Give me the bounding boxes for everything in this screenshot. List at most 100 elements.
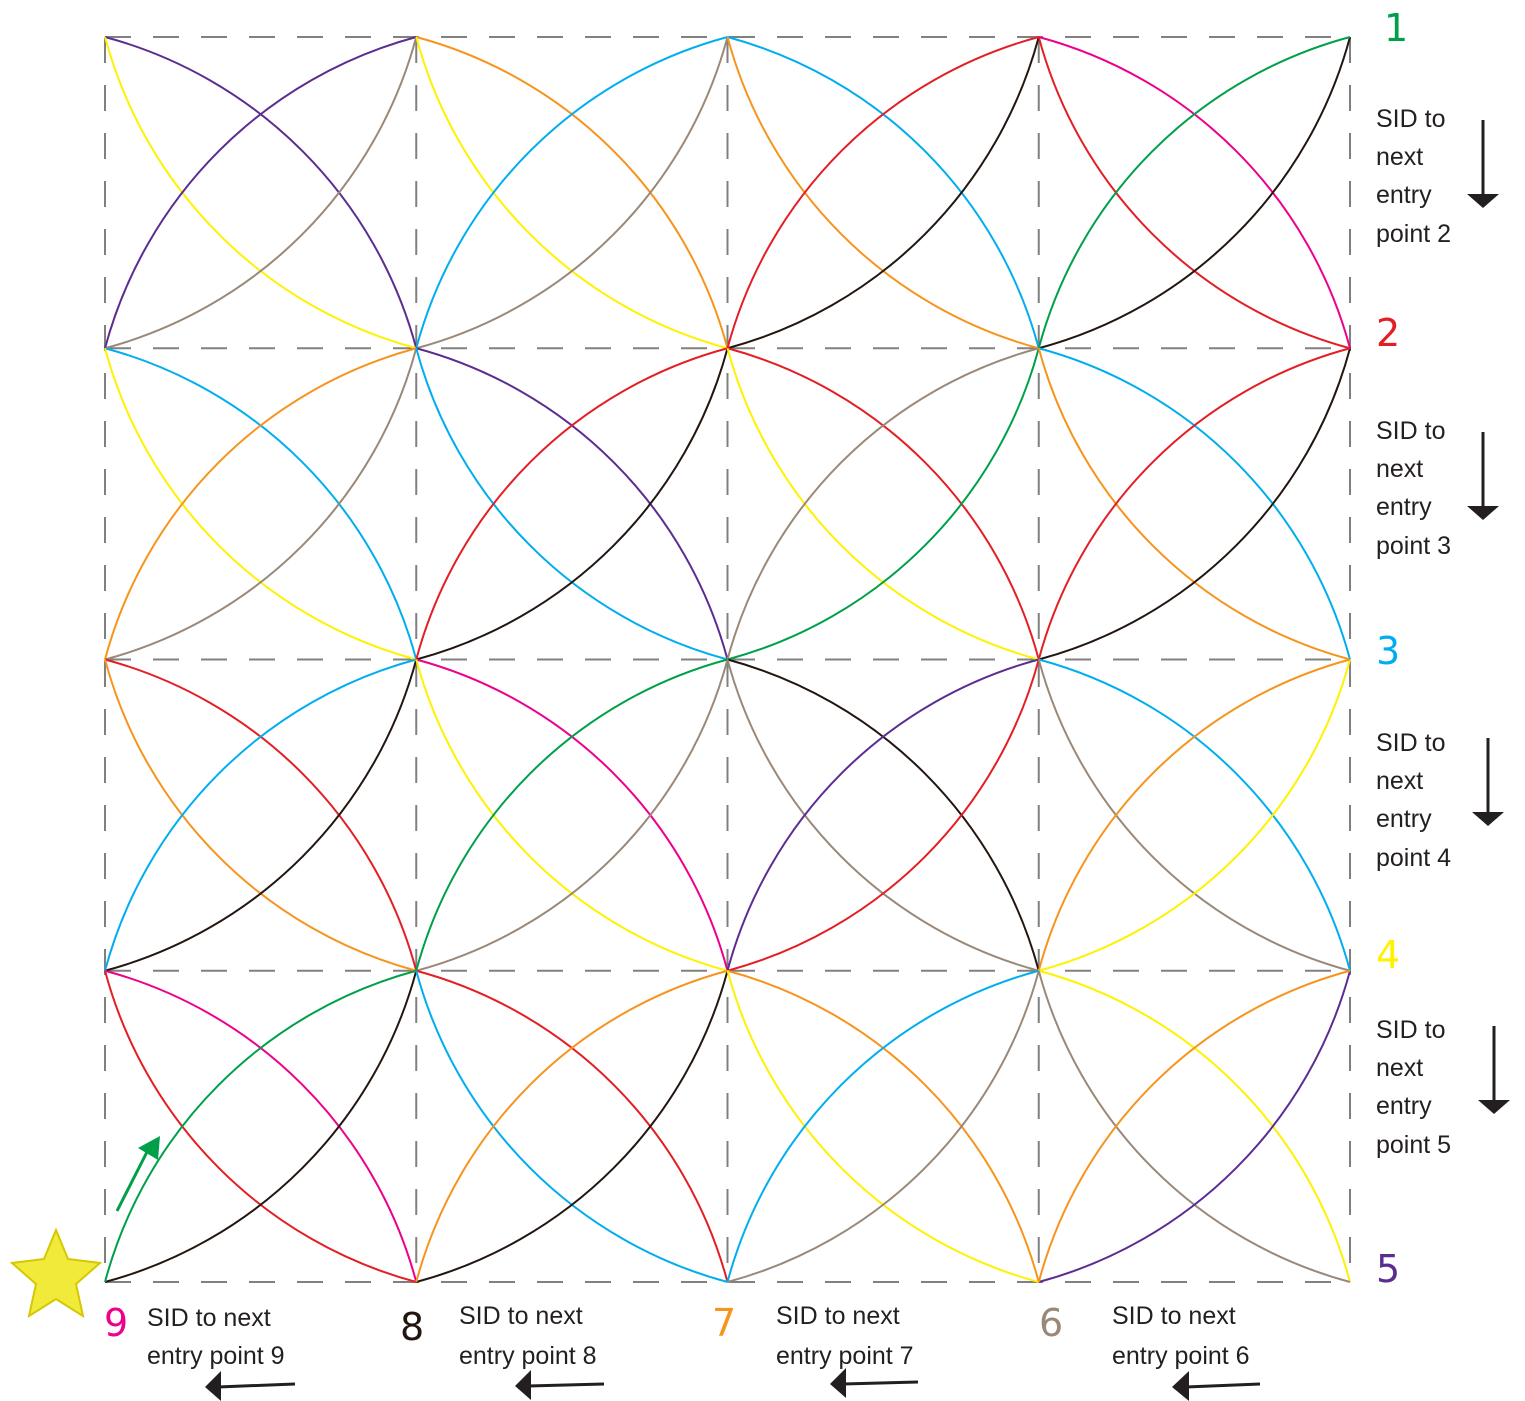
left-arrow-icon	[515, 1370, 605, 1400]
stitch-arc	[104, 36, 417, 350]
instruction-line: SID to next	[1112, 1302, 1236, 1330]
stitch-arc	[415, 347, 729, 660]
dashed-grid	[104, 36, 1351, 1283]
down-arrow-icon	[1467, 120, 1499, 208]
stitch-arc	[727, 347, 1040, 661]
stitch-arc	[1038, 659, 1351, 972]
stitch-arc	[1037, 658, 1351, 972]
stitch-arc	[415, 36, 728, 349]
entry-point-4-label: 4	[1376, 933, 1400, 977]
stitch-arc	[104, 347, 418, 660]
stitch-arc	[727, 969, 1040, 1283]
instruction-line: SID to next	[459, 1302, 583, 1330]
stitch-arc	[726, 969, 1040, 1283]
bottom-instruction-7: SID to next entry point 7	[776, 1302, 914, 1370]
stitch-arc	[726, 36, 1040, 350]
stitch-arc	[726, 347, 1040, 661]
stitch-arc	[415, 36, 729, 350]
stitch-arc	[1037, 347, 1351, 661]
bottom-instruction-8: SID to next entry point 8	[459, 1302, 597, 1370]
entry-point-5-label: 5	[1376, 1247, 1400, 1291]
instruction-line: point 5	[1376, 1131, 1451, 1159]
side-instruction-3: SID to next entry point 3	[1376, 417, 1451, 560]
stitch-arc	[104, 347, 418, 661]
entry-point-2-label: 2	[1376, 311, 1400, 355]
stitch-arc	[415, 659, 728, 972]
instruction-line: point 4	[1376, 844, 1451, 872]
stitch-arc	[726, 659, 1040, 972]
stitch-arc	[415, 969, 729, 1283]
stitch-arc	[415, 970, 728, 1283]
stitch-arc	[415, 347, 728, 660]
entry-point-8-label: 8	[400, 1305, 424, 1349]
instruction-line: entry	[1376, 493, 1432, 521]
stitch-arc	[1037, 347, 1351, 660]
stitch-arc	[727, 970, 1040, 1283]
left-arrow-icon	[1172, 1371, 1261, 1401]
stitch-arc	[726, 36, 1040, 349]
entry-point-6-label: 6	[1039, 1301, 1063, 1345]
side-instruction-4: SID to next entry point 4	[1376, 729, 1451, 872]
stitch-arc	[1037, 36, 1351, 349]
stitch-arc	[1038, 36, 1351, 350]
stitch-arc	[104, 658, 417, 972]
instruction-line: SID to	[1376, 729, 1445, 757]
stitch-arc	[104, 36, 418, 350]
instruction-line: point 3	[1376, 532, 1451, 560]
start-star-icon	[9, 1227, 103, 1319]
stitch-arc	[415, 969, 728, 1283]
stitch-arc	[1037, 969, 1351, 1283]
down-arrow-icon	[1472, 738, 1504, 826]
bottom-instruction-9: SID to next entry point 9	[147, 1304, 285, 1370]
instruction-line: next	[1376, 1054, 1423, 1082]
instruction-line: SID to	[1376, 1016, 1445, 1044]
stitch-arc	[104, 969, 418, 1283]
stitch-arc	[726, 970, 1040, 1283]
stitch-arc	[1038, 970, 1351, 1283]
start-direction-arrow-icon	[115, 1136, 160, 1212]
instruction-line: next	[1376, 767, 1423, 795]
stitch-arc	[1038, 658, 1351, 972]
stitch-arc	[727, 347, 1040, 660]
labels: 1 2 3 4 5 6 7 8 9 SID to next entry poin…	[9, 6, 1510, 1401]
stitch-arc	[415, 347, 728, 661]
stitch-arc	[104, 36, 417, 349]
stitch-arc	[415, 658, 729, 972]
bottom-instruction-6: SID to next entry point 6	[1112, 1302, 1250, 1370]
stitch-arc	[1038, 347, 1351, 661]
stitch-arc	[415, 658, 728, 972]
stitch-arc	[727, 658, 1040, 972]
stitch-arc	[727, 659, 1040, 972]
stitch-arc	[415, 659, 729, 972]
stitch-arc	[1037, 659, 1351, 972]
down-arrow-icon	[1467, 432, 1499, 520]
stitch-arc	[1038, 36, 1351, 349]
stitch-arc	[1038, 969, 1351, 1283]
stitch-arcs	[104, 36, 1351, 1283]
stitch-arc	[415, 970, 729, 1283]
stitch-arc	[104, 659, 418, 972]
stitch-arc	[104, 970, 417, 1283]
down-arrow-icon	[1478, 1026, 1510, 1114]
stitch-arc	[104, 969, 417, 1283]
left-arrow-icon	[830, 1368, 919, 1398]
stitch-arc	[726, 658, 1040, 972]
instruction-line: entry point 6	[1112, 1342, 1250, 1370]
stitch-arc	[104, 347, 417, 661]
entry-point-9-label: 9	[104, 1301, 128, 1345]
instruction-line: point 2	[1376, 220, 1451, 248]
instruction-line: entry point 7	[776, 1342, 914, 1370]
side-instruction-2: SID to next entry point 2	[1376, 105, 1451, 248]
instruction-line: entry point 8	[459, 1342, 597, 1370]
stitch-arc	[104, 659, 417, 972]
stitch-arc	[1037, 36, 1351, 350]
entry-point-3-label: 3	[1376, 629, 1400, 673]
stitch-arc	[104, 658, 418, 972]
stitch-arc	[727, 36, 1040, 349]
entry-point-7-label: 7	[712, 1301, 736, 1345]
instruction-line: entry	[1376, 1092, 1432, 1120]
stitch-arc	[104, 347, 417, 660]
instruction-line: next	[1376, 143, 1423, 171]
stitch-arc	[1037, 970, 1351, 1283]
